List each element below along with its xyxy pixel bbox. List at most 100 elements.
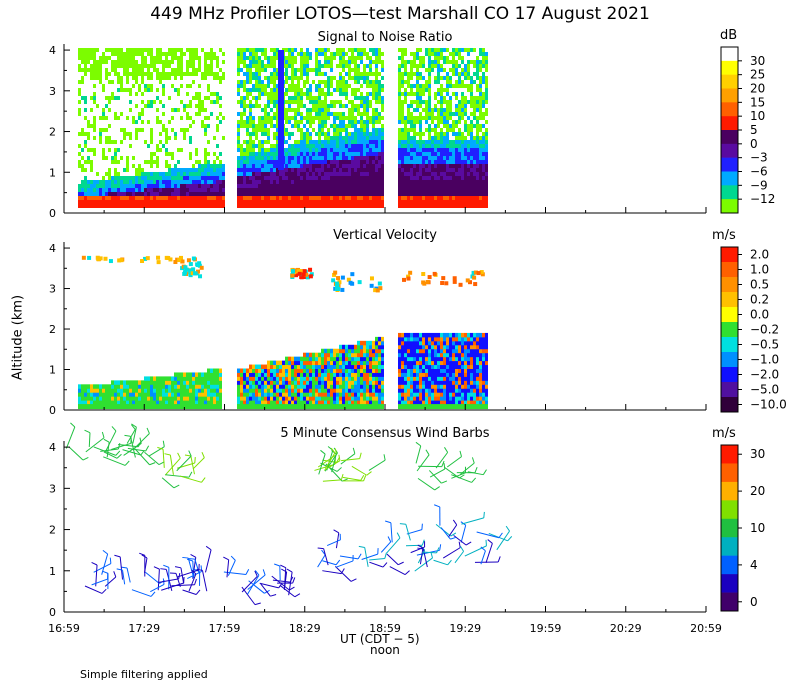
snr-cell bbox=[177, 188, 180, 192]
snr-cell bbox=[123, 176, 126, 180]
snr-cell bbox=[434, 96, 437, 100]
snr-cell bbox=[315, 88, 318, 92]
snr-cell bbox=[156, 192, 159, 196]
snr-cell bbox=[276, 200, 279, 204]
snr-cell bbox=[108, 144, 111, 148]
snr-cell bbox=[81, 68, 84, 72]
snr-cell bbox=[99, 156, 102, 160]
snr-cell bbox=[428, 92, 431, 96]
snr-cell bbox=[162, 132, 165, 136]
snr-cell bbox=[219, 160, 222, 164]
snr-cell bbox=[458, 56, 461, 60]
snr-cell bbox=[111, 96, 114, 100]
snr-cell bbox=[132, 156, 135, 160]
snr-cell bbox=[276, 152, 279, 156]
snr-cell bbox=[285, 204, 288, 208]
snr-cell bbox=[81, 60, 84, 64]
snr-cell bbox=[416, 188, 419, 192]
snr-cell bbox=[147, 132, 150, 136]
snr-cell bbox=[398, 172, 401, 176]
snr-cell bbox=[114, 196, 117, 200]
snr-cell bbox=[434, 116, 437, 120]
snr-cell bbox=[216, 100, 219, 104]
snr-cell bbox=[276, 160, 279, 164]
snr-cell bbox=[204, 172, 207, 176]
snr-cell bbox=[300, 80, 303, 84]
snr-cell bbox=[303, 100, 306, 104]
snr-cell bbox=[174, 104, 177, 108]
snr-cell bbox=[398, 188, 401, 192]
snr-cell bbox=[398, 64, 401, 68]
snr-cell bbox=[156, 156, 159, 160]
snr-cell bbox=[306, 120, 309, 124]
snr-cell bbox=[147, 160, 150, 164]
snr-cell bbox=[264, 152, 267, 156]
snr-cell bbox=[285, 148, 288, 152]
snr-cell bbox=[237, 68, 240, 72]
snr-cell bbox=[204, 64, 207, 68]
snr-cell bbox=[461, 148, 464, 152]
snr-cell bbox=[276, 96, 279, 100]
snr-cell bbox=[246, 164, 249, 168]
snr-cell bbox=[168, 68, 171, 72]
snr-cell bbox=[333, 92, 336, 96]
snr-cell bbox=[159, 176, 162, 180]
snr-cell bbox=[327, 200, 330, 204]
snr-cell bbox=[440, 156, 443, 160]
snr-cell bbox=[240, 72, 243, 76]
snr-cell bbox=[351, 172, 354, 176]
snr-cell bbox=[90, 104, 93, 108]
snr-cell bbox=[237, 164, 240, 168]
snr-cell bbox=[300, 100, 303, 104]
snr-cell bbox=[446, 104, 449, 108]
snr-cell bbox=[240, 144, 243, 148]
snr-cell bbox=[210, 160, 213, 164]
snr-cell bbox=[291, 92, 294, 96]
snr-cell bbox=[198, 84, 201, 88]
snr-cell bbox=[117, 112, 120, 116]
snr-cell bbox=[294, 164, 297, 168]
snr-cell bbox=[330, 140, 333, 144]
snr-cell bbox=[321, 100, 324, 104]
snr-cell bbox=[267, 188, 270, 192]
snr-cell bbox=[249, 128, 252, 132]
snr-cell bbox=[135, 72, 138, 76]
snr-cell bbox=[279, 172, 282, 176]
snr-cell bbox=[84, 200, 87, 204]
snr-cell bbox=[78, 60, 81, 64]
snr-cell bbox=[273, 156, 276, 160]
snr-cell bbox=[117, 88, 120, 92]
snr-cell bbox=[150, 180, 153, 184]
snr-cell bbox=[120, 136, 123, 140]
snr-cell bbox=[126, 60, 129, 64]
snr-cell bbox=[309, 88, 312, 92]
snr-cell bbox=[177, 84, 180, 88]
snr-cell bbox=[219, 164, 222, 168]
snr-cell bbox=[267, 128, 270, 132]
snr-cell bbox=[159, 156, 162, 160]
snr-cell bbox=[90, 180, 93, 184]
snr-cell bbox=[237, 140, 240, 144]
snr-cell bbox=[135, 100, 138, 104]
snr-cell bbox=[309, 100, 312, 104]
snr-cell bbox=[99, 88, 102, 92]
snr-cell bbox=[276, 52, 279, 56]
snr-cell bbox=[120, 108, 123, 112]
snr-cell bbox=[246, 104, 249, 108]
snr-cell bbox=[180, 108, 183, 112]
snr-cell bbox=[252, 128, 255, 132]
snr-cell bbox=[177, 64, 180, 68]
snr-cell bbox=[464, 112, 467, 116]
snr-cell bbox=[354, 56, 357, 60]
snr-cell bbox=[431, 168, 434, 172]
snr-cell bbox=[369, 48, 372, 52]
snr-cell bbox=[404, 144, 407, 148]
snr-cell bbox=[165, 152, 168, 156]
snr-cell bbox=[216, 116, 219, 120]
snr-cell bbox=[144, 140, 147, 144]
snr-cell bbox=[102, 56, 105, 60]
snr-cell bbox=[84, 48, 87, 52]
snr-cell bbox=[84, 120, 87, 124]
snr-cell bbox=[261, 56, 264, 60]
snr-cell bbox=[126, 160, 129, 164]
